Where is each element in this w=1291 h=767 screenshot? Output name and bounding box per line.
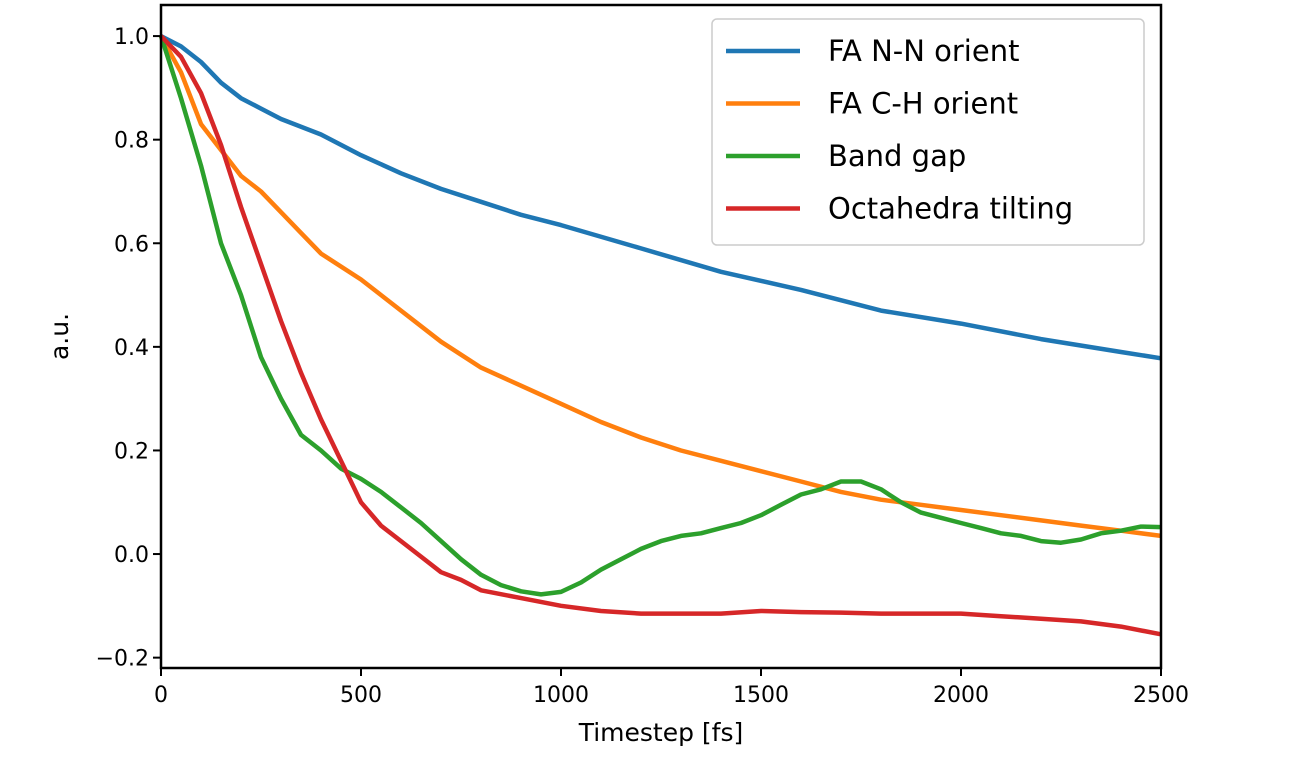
axis-ticks: 0 500 1000 1500 2000 2500 −0.2 0.0 0.2 0.4 0.6 0.8 1… [96,25,1189,708]
legend: FA N-N orient FA C-H orient Band gap Octahe… [711,18,1145,246]
series-line-3 [159,34,1162,637]
x-tick-label: 2500 [1133,683,1189,708]
y-tick-label: 0.4 [114,336,149,361]
x-tick-label: 1000 [533,683,589,708]
x-tick-label: 2000 [933,683,989,708]
y-axis-title: a.u. [45,313,74,360]
y-tick-label: −0.2 [96,647,149,672]
y-tick-label: 0.0 [114,543,149,568]
series-line-2 [158,35,1162,597]
legend-box [711,18,1145,246]
legend-label: FA C-H orient [828,87,1018,121]
x-axis-title: Timestep [fs] [578,718,744,747]
legend-label: Band gap [828,139,966,173]
y-tick-label: 0.2 [114,439,149,464]
y-tick-label: 0.6 [114,232,149,257]
legend-label: FA N-N orient [828,34,1019,68]
x-tick-label: 0 [154,683,168,708]
plot-frame [159,3,1163,670]
series-line-1 [159,35,1162,539]
x-tick-label: 1500 [733,683,789,708]
series-layer [158,34,1162,637]
legend-label: Octahedra tilting [828,192,1073,226]
series-line-0 [159,34,1162,361]
y-tick-label: 1.0 [114,25,149,50]
x-tick-label: 500 [340,683,382,708]
y-tick-label: 0.8 [114,129,149,154]
